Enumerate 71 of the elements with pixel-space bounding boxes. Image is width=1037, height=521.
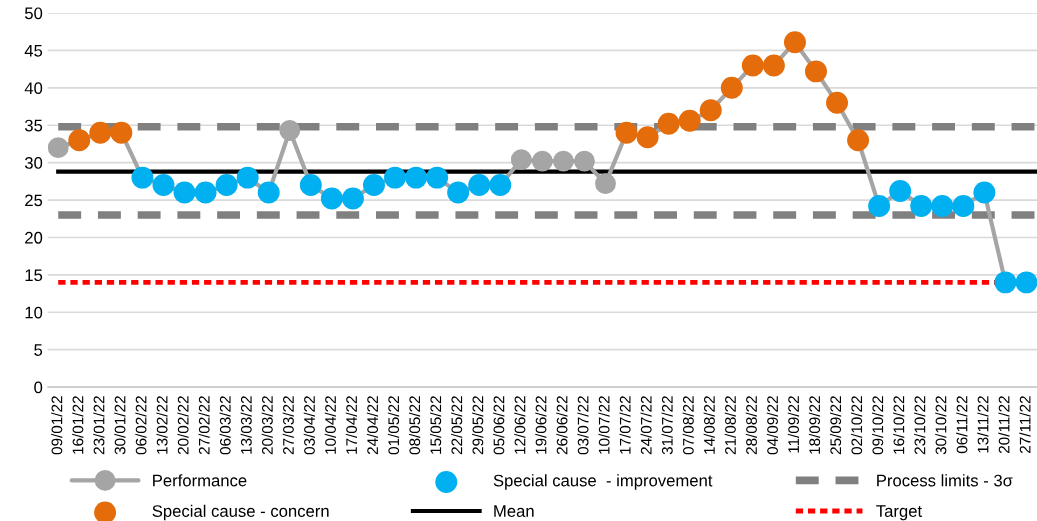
y-tick-label: 50 <box>24 7 43 20</box>
y-tick-label: 0 <box>34 381 43 394</box>
legend-label: Target <box>876 505 922 521</box>
point <box>510 149 532 171</box>
y-tick-label: 20 <box>25 231 43 244</box>
point <box>574 150 595 172</box>
legend-label: Performance <box>153 474 247 487</box>
legend-label: Special cause - concern <box>152 504 329 521</box>
y-tick-label: 30 <box>24 157 43 169</box>
legend-label: Special cause - improvement <box>493 474 713 490</box>
y-tick-label: 45 <box>24 45 43 57</box>
x-tick-label: 23/01/22 <box>93 396 105 455</box>
x-tick-label: 12/06/22 <box>514 396 526 454</box>
x-tick-label: 31/07/22 <box>661 396 673 455</box>
y-tick-label: 40 <box>24 82 43 95</box>
y-tick-label: 10 <box>25 306 43 319</box>
point <box>531 150 553 172</box>
point <box>552 150 574 172</box>
x-tick-label: 27/03/22 <box>282 396 294 455</box>
x-tick-label: 17/07/22 <box>619 396 631 454</box>
x-tick-label: 10/07/22 <box>598 396 610 454</box>
x-tick-label: 20/03/22 <box>261 396 273 455</box>
y-tick-label: 35 <box>24 119 43 132</box>
point <box>279 120 301 141</box>
x-tick-label: 16/10/22 <box>893 396 905 454</box>
x-tick-label: 30/01/22 <box>114 396 126 455</box>
legend-label: Process limits - 3σ <box>877 474 1013 487</box>
x-tick-label: 09/10/22 <box>872 396 884 455</box>
x-tick-label: 06/02/22 <box>135 396 147 455</box>
x-tick-label: 27/11/22 <box>1019 396 1031 453</box>
x-tick-label: 01/05/22 <box>387 396 400 455</box>
x-tick-label: 15/05/22 <box>429 396 442 454</box>
y-tick-label: 25 <box>25 194 43 207</box>
x-tick-label: 18/09/22 <box>808 396 821 454</box>
x-tick-label: 30/10/22 <box>935 396 947 455</box>
x-tick-label: 03/07/22 <box>577 396 589 455</box>
x-tick-label: 09/01/22 <box>51 396 63 455</box>
x-tick-label: 16/01/22 <box>72 396 84 454</box>
point <box>595 173 616 195</box>
x-tick-label: 28/08/22 <box>745 396 757 455</box>
x-tick-label: 21/08/22 <box>724 396 736 455</box>
x-tick-label: 23/10/22 <box>914 396 926 455</box>
x-tick-label: 25/09/22 <box>829 396 842 455</box>
x-tick-label: 17/04/22 <box>345 396 358 454</box>
x-tick-label: 03/04/22 <box>303 396 315 455</box>
x-tick-label: 24/07/22 <box>640 396 652 455</box>
x-tick-label: 29/05/22 <box>472 396 484 455</box>
y-tick-label: 5 <box>34 344 43 356</box>
x-tick-label: 04/09/22 <box>766 396 778 455</box>
legend-label: Mean <box>494 505 534 517</box>
x-tick-label: 27/02/22 <box>198 396 210 455</box>
x-tick-label: 24/04/22 <box>366 396 379 455</box>
x-tick-label: 05/06/22 <box>493 396 505 455</box>
x-tick-label: 13/11/22 <box>977 396 989 453</box>
x-tick-label: 26/06/22 <box>556 396 568 455</box>
x-tick-label: 13/03/22 <box>240 396 252 454</box>
x-tick-label: 20/11/22 <box>998 396 1010 453</box>
x-tick-label: 07/08/22 <box>682 396 694 455</box>
y-tick-label: 15 <box>25 269 43 282</box>
x-tick-label: 02/10/22 <box>850 396 863 455</box>
x-tick-label: 13/02/22 <box>156 396 168 454</box>
x-tick-label: 10/04/22 <box>324 396 336 454</box>
x-tick-label: 11/09/22 <box>787 396 800 453</box>
x-tick-label: 08/05/22 <box>408 396 421 455</box>
x-tick-label: 20/02/22 <box>177 396 189 455</box>
x-tick-label: 06/03/22 <box>219 396 231 455</box>
x-tick-label: 14/08/22 <box>703 396 715 454</box>
x-tick-label: 22/05/22 <box>451 396 463 455</box>
x-tick-label: 19/06/22 <box>535 396 547 454</box>
x-tick-label: 06/11/22 <box>956 396 968 454</box>
point <box>47 137 69 159</box>
